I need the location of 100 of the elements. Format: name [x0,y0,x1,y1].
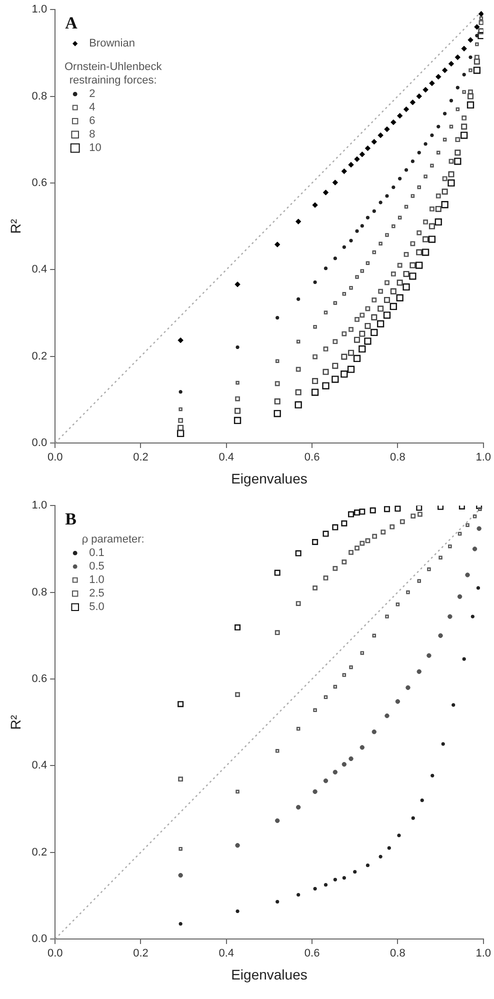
x-tick-label: 0.8 [390,948,406,960]
point [410,262,416,268]
y-tick-label: 0.8 [32,586,48,598]
point [392,185,396,190]
point [371,314,378,320]
x-tick-label: 0.4 [218,948,234,960]
point [295,550,302,556]
point [462,116,467,120]
point [295,218,302,224]
point [324,266,328,270]
point [474,54,480,60]
point [428,236,436,243]
point [468,90,473,94]
point [398,176,402,180]
point [436,124,440,128]
point [354,546,360,551]
point [416,249,422,256]
point [448,60,454,67]
point [234,408,241,414]
point [410,194,415,198]
point [236,790,240,794]
point [416,506,422,511]
point [378,854,382,859]
point [396,294,404,302]
point [417,579,421,583]
point [384,296,390,303]
point [422,86,428,93]
point [396,112,403,119]
y-tick-label: 0.0 [32,437,48,450]
point [475,34,479,38]
point [296,297,300,301]
point [435,206,442,212]
point [323,576,328,580]
point [424,142,428,146]
point [312,202,318,208]
point [294,401,302,408]
y-tick-label: 0.4 [32,760,48,772]
point [323,346,328,352]
point [478,32,484,40]
point [276,900,280,904]
legend-label: 4 [89,102,96,114]
point [474,58,480,65]
point [395,699,400,704]
point [456,86,460,90]
point [442,138,447,142]
point [466,101,474,109]
point [360,269,364,273]
point [333,684,338,689]
point [348,162,354,168]
point [342,762,347,767]
point [348,350,354,356]
point [333,301,338,305]
point [332,362,338,369]
legend-title: ρ parameter: [82,534,144,546]
point [234,416,242,424]
point [333,878,338,882]
point [436,194,441,198]
x-axis-title: Eigenvalues [231,966,308,982]
point [236,380,240,385]
point [311,388,319,396]
point [428,223,435,230]
point [313,280,317,284]
point [340,370,348,378]
point [295,389,302,396]
point [427,567,431,572]
point [348,327,354,332]
legend-label: 8 [89,128,96,141]
point [341,354,348,360]
point [422,236,429,242]
point [274,242,280,248]
point [458,532,462,536]
point [378,242,382,246]
point [349,238,353,242]
point [390,288,396,294]
point [370,328,378,336]
point [348,756,354,762]
x-tick-label: 0.2 [133,948,148,960]
point [322,368,329,375]
point [178,424,184,431]
legend-label: 6 [89,115,96,128]
point [365,538,370,544]
point [371,138,377,145]
point [416,669,422,674]
y-axis-title: R² [7,218,24,234]
point [400,519,405,524]
point [341,168,348,174]
point [341,520,348,526]
point [410,241,416,246]
point [396,280,403,286]
point [392,224,396,228]
point [274,410,281,418]
point [461,46,467,52]
point [378,200,382,204]
point [387,846,391,850]
point [296,366,301,372]
point [384,713,390,718]
point [372,729,376,734]
point [436,74,442,80]
point [430,206,434,212]
point [390,302,397,310]
